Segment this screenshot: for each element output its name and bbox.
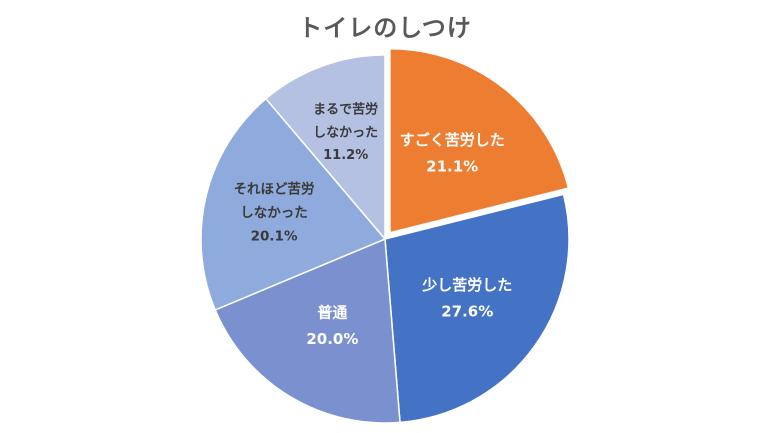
slice-value-label: 20.0% [306,330,358,348]
slice-value-label: 27.6% [441,302,493,320]
chart-title: トイレのしつけ [298,14,472,42]
slice-category-label: しなかった [240,205,308,221]
slice-value-label: 21.1% [426,157,478,175]
slice-category-label: すごく苦労した [400,131,505,149]
pie-slice [384,193,570,424]
slice-category-label: 普通 [317,304,347,322]
slice-category-label: 少し苦労した [421,276,512,294]
pie-slice [200,97,387,311]
pie-slice [264,54,386,242]
slice-value-label: 11.2% [323,148,368,163]
pie-slice [389,47,570,234]
slice-category-label: それほど苦労 [234,180,315,197]
pie-slice [214,237,401,424]
slice-category-label: まるで苦労 [313,102,378,118]
slice-category-label: しなかった [313,125,378,140]
slice-value-label: 20.1% [251,229,298,245]
